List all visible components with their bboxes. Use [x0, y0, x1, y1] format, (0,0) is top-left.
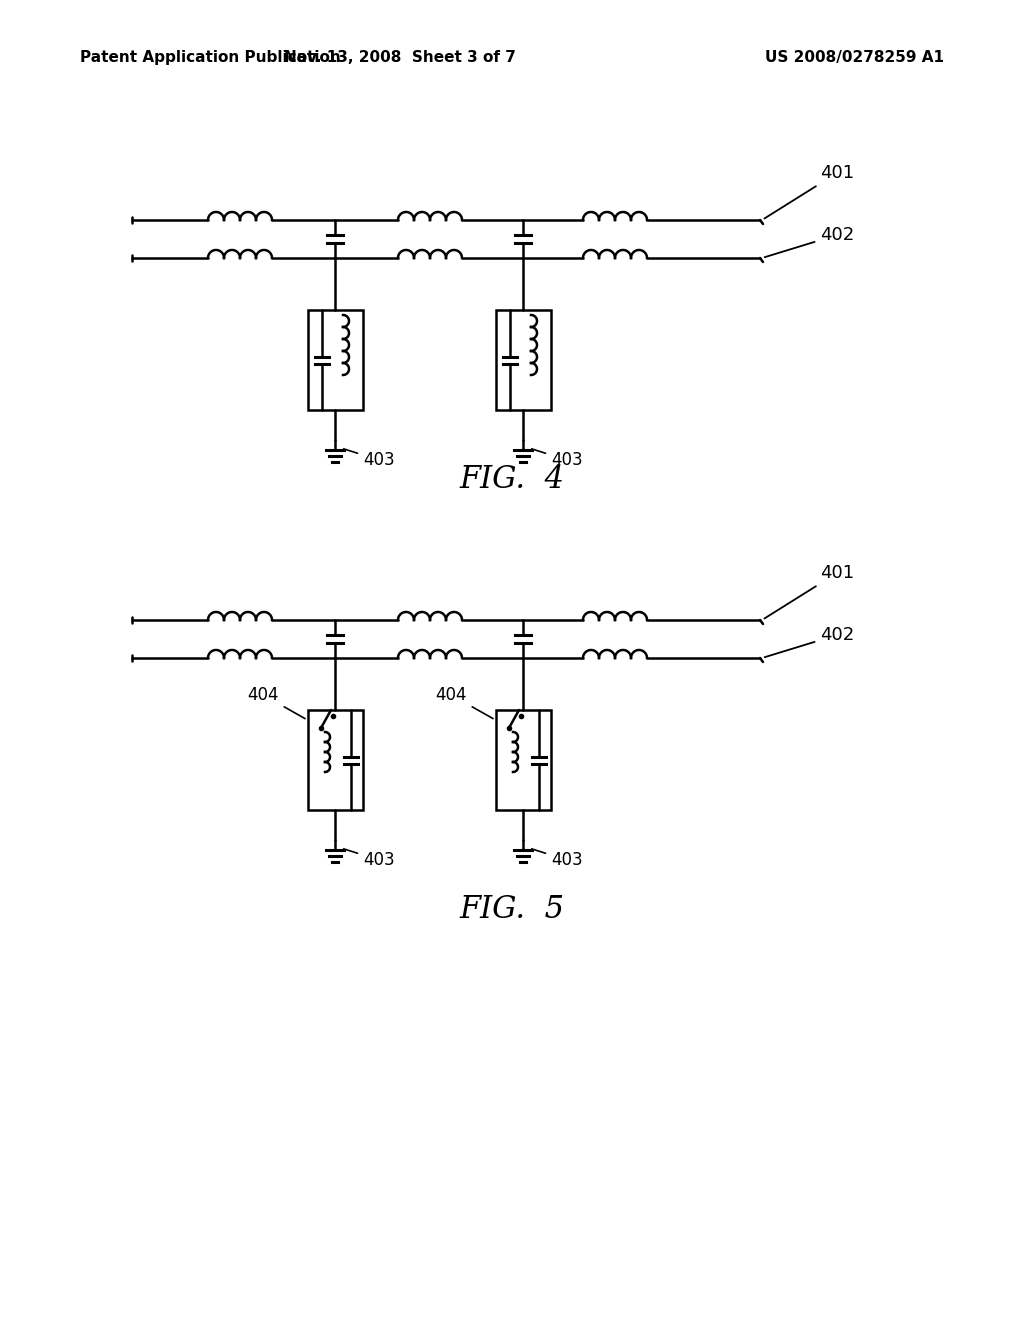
- Bar: [307, 310, 362, 411]
- Text: FIG.  4: FIG. 4: [460, 465, 564, 495]
- Text: 402: 402: [765, 226, 854, 257]
- Text: 402: 402: [765, 626, 854, 657]
- Text: 403: 403: [531, 449, 583, 469]
- Text: FIG.  5: FIG. 5: [460, 895, 564, 925]
- Text: US 2008/0278259 A1: US 2008/0278259 A1: [765, 50, 944, 65]
- Text: 403: 403: [344, 449, 394, 469]
- Text: 404: 404: [435, 686, 494, 718]
- Text: Patent Application Publication: Patent Application Publication: [80, 50, 341, 65]
- Bar: [307, 710, 362, 810]
- Text: 401: 401: [764, 564, 854, 619]
- Text: 403: 403: [344, 849, 394, 869]
- Bar: [496, 710, 551, 810]
- Text: 401: 401: [764, 164, 854, 219]
- Bar: [496, 310, 551, 411]
- Text: 404: 404: [248, 686, 305, 718]
- Text: Nov. 13, 2008  Sheet 3 of 7: Nov. 13, 2008 Sheet 3 of 7: [284, 50, 516, 65]
- Text: 403: 403: [531, 849, 583, 869]
